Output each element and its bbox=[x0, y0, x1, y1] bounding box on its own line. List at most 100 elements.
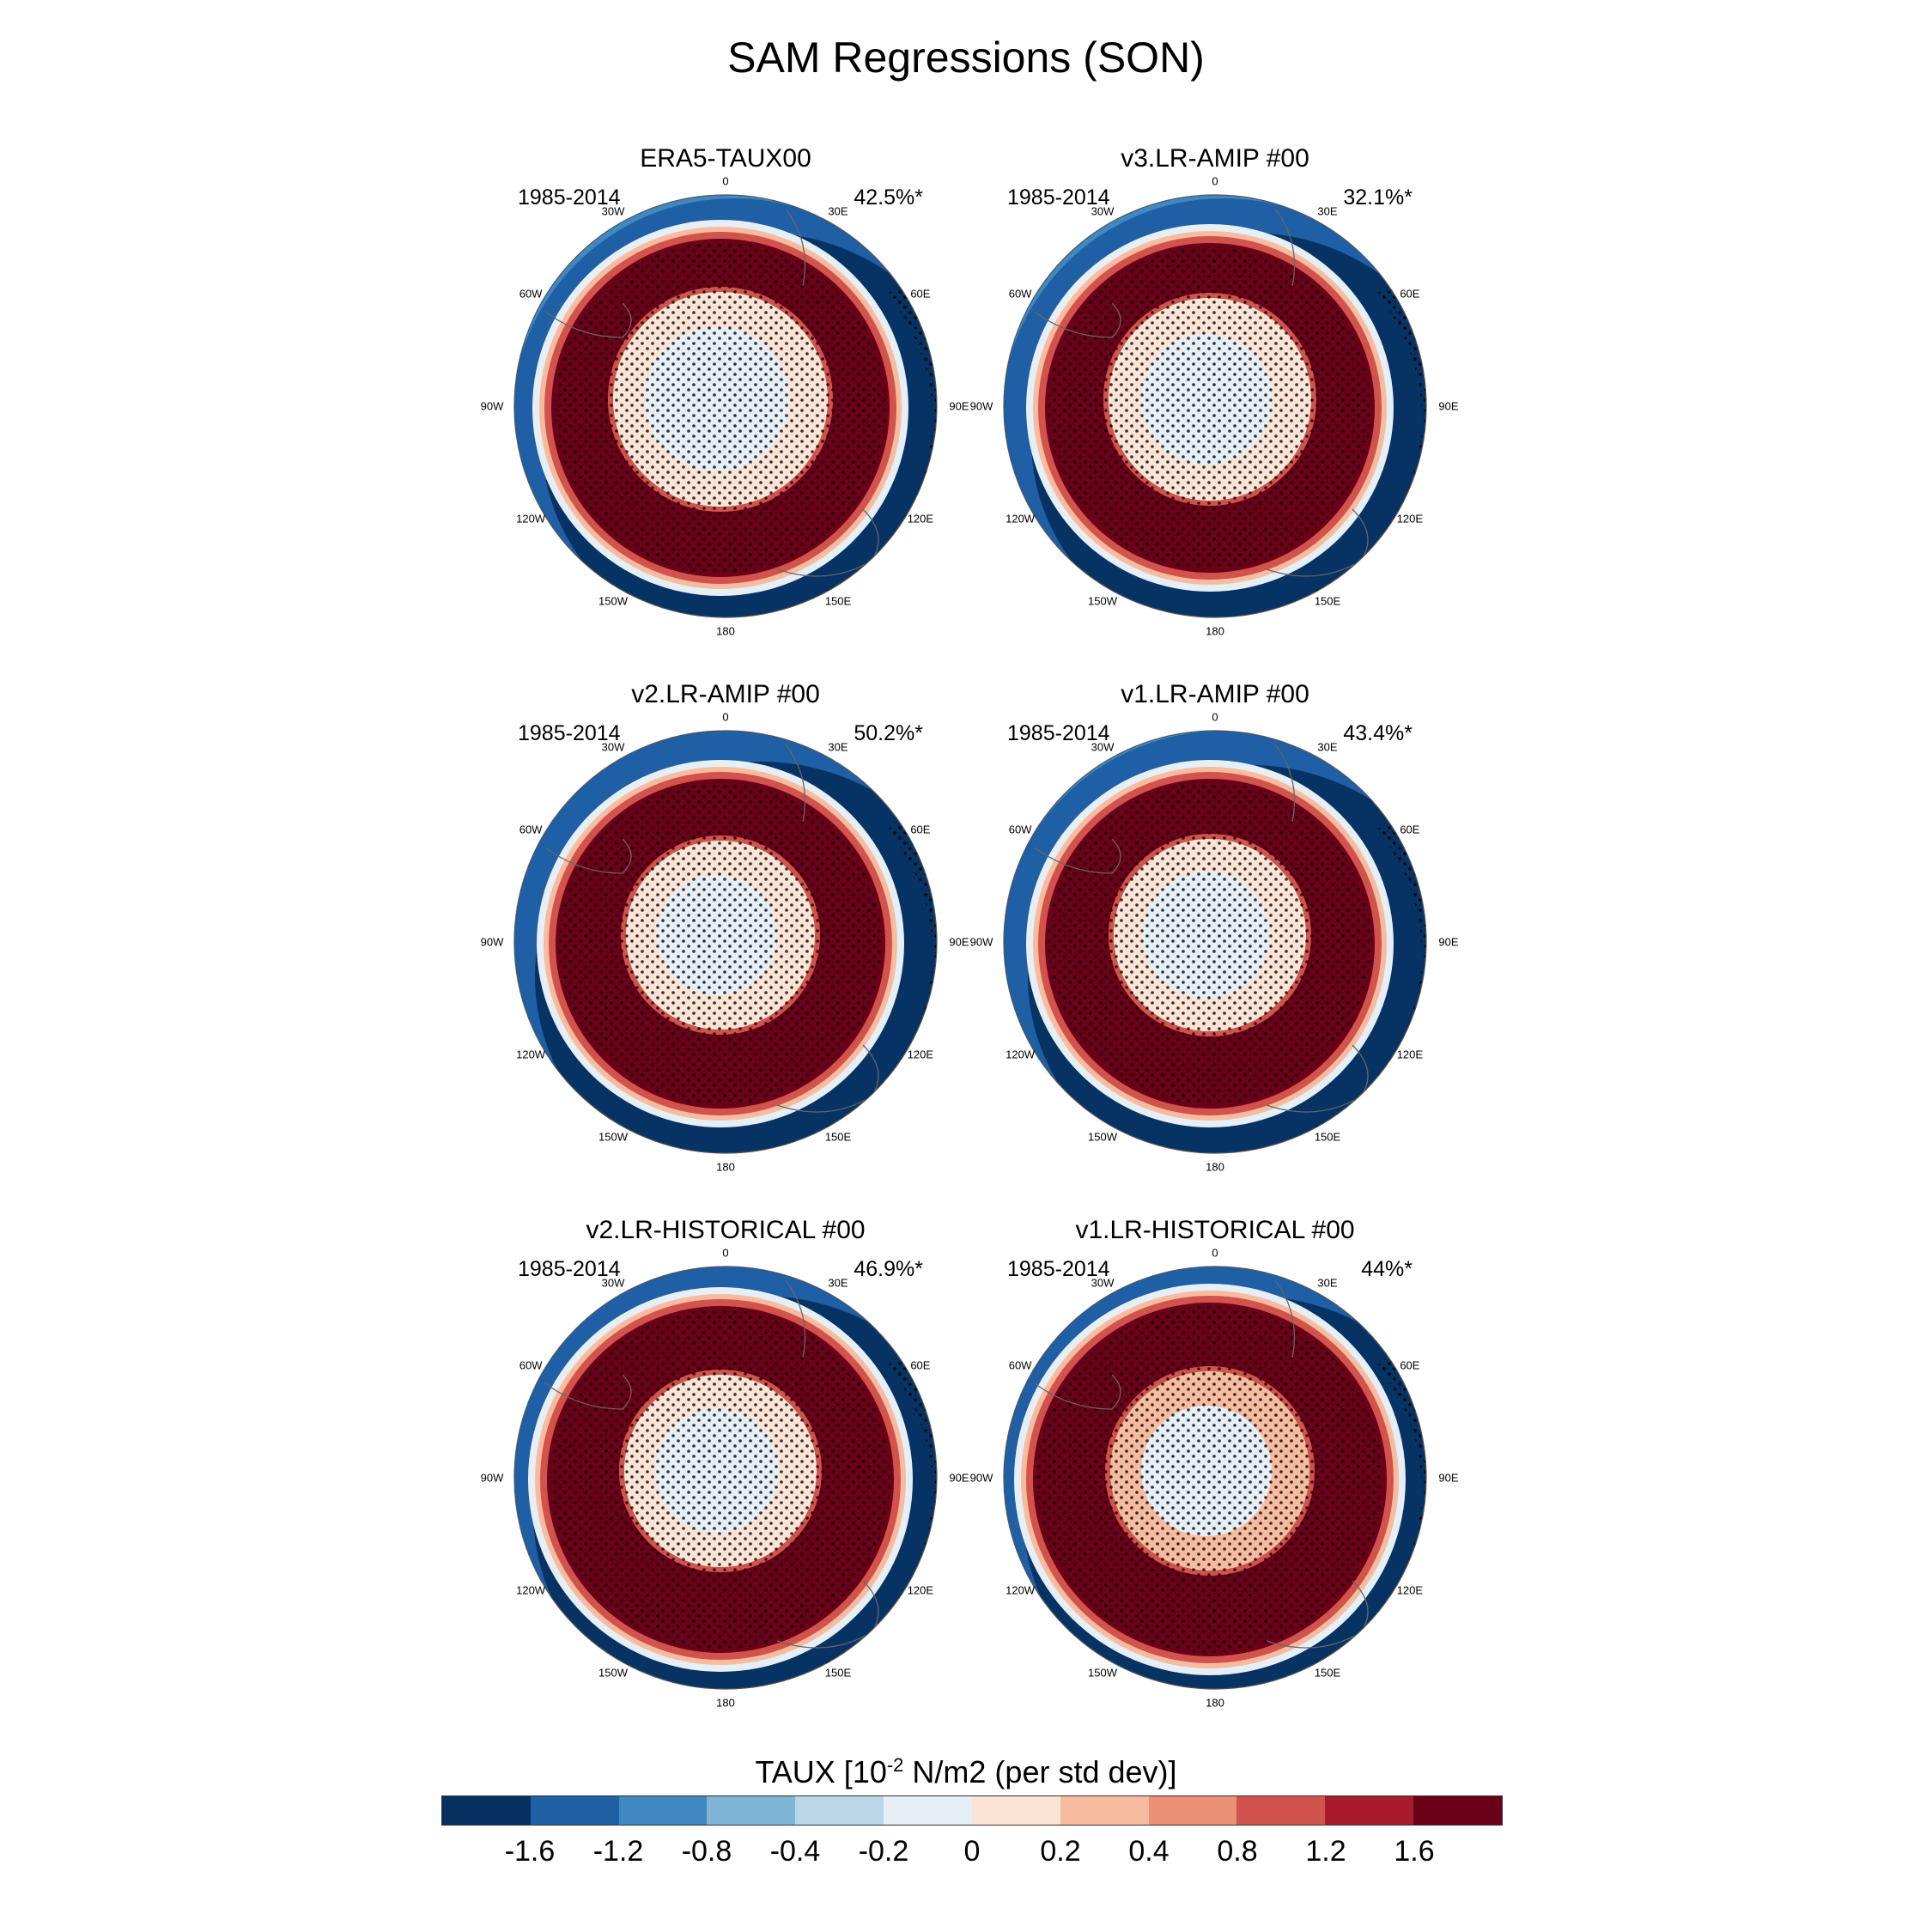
africa-coast bbox=[785, 744, 806, 823]
longitude-label: 30W bbox=[1091, 204, 1115, 218]
longitude-label: 0 bbox=[722, 174, 729, 188]
significance-stipple bbox=[1048, 246, 1371, 569]
longitude-label: 150E bbox=[1314, 594, 1341, 608]
panel-title: v1.LR-AMIP #00 bbox=[1121, 680, 1309, 708]
longitude-label: 30E bbox=[1317, 1276, 1338, 1290]
panel-variance-percent: 50.2%* bbox=[854, 721, 923, 745]
longitude-label: 180 bbox=[716, 1696, 735, 1710]
longitude-label: 60W bbox=[519, 1358, 543, 1372]
longitude-label: 150E bbox=[824, 1130, 852, 1144]
longitude-label: 180 bbox=[1206, 1160, 1224, 1174]
longitude-label: 90E bbox=[1438, 399, 1459, 413]
longitude-label: 180 bbox=[716, 1160, 735, 1174]
panel-years: 1985-2014 bbox=[1007, 721, 1110, 745]
longitude-label: 120W bbox=[1005, 512, 1036, 526]
colorbar-tick-label: -0.4 bbox=[769, 1835, 821, 1868]
panel-variance-percent: 44%* bbox=[1361, 1257, 1413, 1281]
south-america-coast bbox=[544, 302, 632, 338]
figure-title: SAM Regressions (SON) bbox=[727, 33, 1205, 82]
map-field bbox=[1004, 195, 1426, 617]
longitude-label: 60E bbox=[1400, 1358, 1420, 1372]
longitude-label: 150W bbox=[1088, 594, 1117, 608]
panel-title: v2.LR-HISTORICAL #00 bbox=[586, 1216, 866, 1244]
map-border bbox=[1003, 194, 1427, 618]
longitude-label: 90E bbox=[1438, 1471, 1459, 1485]
colorbar-title-exponent: -2 bbox=[886, 1754, 904, 1776]
longitude-label: 150W bbox=[1088, 1130, 1117, 1144]
longitude-label: 30E bbox=[828, 740, 848, 754]
longitude-label: 0 bbox=[1212, 1246, 1218, 1260]
longitude-label: 30E bbox=[828, 1276, 848, 1290]
map-border bbox=[1003, 730, 1427, 1154]
south-america-coast bbox=[544, 838, 632, 874]
south-america-coast bbox=[544, 1374, 632, 1410]
panel-title: v2.LR-AMIP #00 bbox=[631, 680, 820, 708]
map-field bbox=[1004, 731, 1426, 1153]
longitude-label: 150W bbox=[598, 1666, 628, 1680]
colorbar-tick-label: 1.2 bbox=[1305, 1835, 1346, 1868]
colorbar bbox=[441, 1795, 1503, 1826]
panel-title: ERA5-TAUX00 bbox=[640, 144, 811, 173]
longitude-label: 150E bbox=[1314, 1666, 1341, 1680]
map-border bbox=[513, 1266, 938, 1690]
africa-coast bbox=[785, 1279, 806, 1358]
panel-years: 1985-2014 bbox=[1007, 185, 1110, 210]
longitude-label: 120E bbox=[907, 1583, 934, 1597]
africa-coast bbox=[785, 208, 806, 287]
panel-variance-percent: 32.1%* bbox=[1343, 185, 1413, 210]
longitude-label: 120W bbox=[516, 1048, 546, 1061]
longitude-label: 90W bbox=[480, 399, 504, 413]
map-field bbox=[1004, 1267, 1426, 1689]
longitude-label: 60W bbox=[1008, 823, 1032, 836]
longitude-label: 150W bbox=[1088, 1666, 1117, 1680]
longitude-label: 30W bbox=[601, 1276, 625, 1290]
longitude-label: 180 bbox=[1206, 624, 1224, 638]
colorbar-tick-label: 0.4 bbox=[1128, 1835, 1170, 1868]
africa-coast bbox=[1274, 744, 1296, 823]
map-border bbox=[513, 730, 938, 1154]
longitude-label: 60E bbox=[910, 1358, 931, 1372]
longitude-label: 150W bbox=[598, 1130, 628, 1144]
panel-years: 1985-2014 bbox=[518, 1257, 621, 1281]
colorbar-box bbox=[1413, 1796, 1502, 1825]
africa-coast bbox=[1274, 1279, 1296, 1358]
colorbar-tick-label: 1.6 bbox=[1394, 1835, 1435, 1868]
colorbar-tick-label: -1.6 bbox=[504, 1835, 556, 1868]
longitude-label: 90E bbox=[949, 399, 969, 413]
colorbar-tick-label: -0.2 bbox=[858, 1835, 909, 1868]
map-field bbox=[514, 731, 937, 1153]
longitude-label: 0 bbox=[1212, 174, 1218, 188]
colorbar-box bbox=[884, 1796, 972, 1825]
map-border bbox=[513, 194, 938, 618]
longitude-label: 120E bbox=[1396, 1583, 1424, 1597]
longitude-label: 90W bbox=[480, 1471, 504, 1485]
polar-map bbox=[1003, 194, 1427, 618]
africa-coast bbox=[1274, 208, 1296, 287]
longitude-label: 150E bbox=[1314, 1130, 1341, 1144]
polar-map bbox=[513, 194, 938, 618]
significance-stipple bbox=[559, 782, 882, 1105]
colorbar-box bbox=[971, 1796, 1060, 1825]
south-america-coast bbox=[1034, 302, 1121, 338]
longitude-label: 150W bbox=[598, 594, 628, 608]
longitude-label: 180 bbox=[1206, 1696, 1224, 1710]
colorbar-box bbox=[618, 1796, 708, 1825]
colorbar-tick-label: -0.8 bbox=[681, 1835, 732, 1868]
longitude-label: 60E bbox=[1400, 823, 1420, 836]
colorbar-box bbox=[1325, 1796, 1414, 1825]
significance-stipple bbox=[555, 242, 886, 574]
longitude-label: 30W bbox=[1091, 1276, 1115, 1290]
longitude-label: 90W bbox=[969, 399, 993, 413]
longitude-label: 60E bbox=[910, 287, 931, 301]
longitude-label: 0 bbox=[722, 710, 729, 724]
longitude-label: 120E bbox=[1396, 1048, 1424, 1061]
polar-map bbox=[513, 730, 938, 1154]
polar-map bbox=[1003, 730, 1427, 1154]
map-field bbox=[514, 195, 937, 617]
longitude-label: 60E bbox=[1400, 287, 1420, 301]
longitude-label: 90W bbox=[969, 935, 993, 949]
south-america-coast bbox=[1034, 838, 1121, 874]
panel-title: v1.LR-HISTORICAL #00 bbox=[1075, 1216, 1355, 1244]
panel-title: v3.LR-AMIP #00 bbox=[1121, 144, 1309, 173]
longitude-label: 120W bbox=[516, 512, 546, 526]
